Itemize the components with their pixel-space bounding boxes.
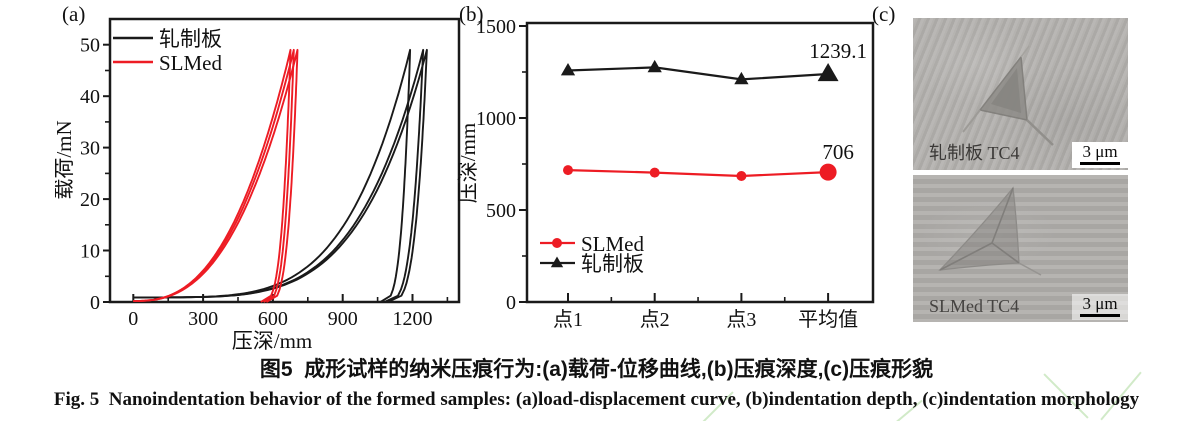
y-tick-label: 50 xyxy=(80,35,100,57)
plot-frame xyxy=(108,17,461,304)
indentation-mark-rolled xyxy=(962,45,1054,146)
scale-bar-box-rolled: 3 μm xyxy=(1072,142,1128,168)
x-tick-label: 1200 xyxy=(393,308,433,330)
data-point-marker xyxy=(560,63,576,76)
legend-label: 轧制板 xyxy=(581,252,644,276)
data-point-marker xyxy=(563,165,573,176)
legend-label: SLMed xyxy=(159,51,223,75)
y-axis-label: 压深/mm xyxy=(456,123,480,204)
annotation-value: 706 xyxy=(822,140,854,164)
y-tick-label: 20 xyxy=(80,189,100,211)
y-tick-label: 1000 xyxy=(476,108,516,130)
data-point-marker xyxy=(736,171,747,181)
plot-frame xyxy=(525,21,875,304)
y-tick-label: 0 xyxy=(506,292,516,314)
series-curve-SLMed xyxy=(133,48,295,303)
series-curve-轧制板 xyxy=(133,48,412,303)
x-category-label: 平均值 xyxy=(798,308,858,331)
x-category-label: 点3 xyxy=(726,308,756,331)
scale-bar-box-slmed: 3 μm xyxy=(1072,294,1128,320)
panel-a-tag: (a) xyxy=(62,2,86,26)
x-tick-label: 900 xyxy=(328,308,358,330)
y-tick-label: 30 xyxy=(80,138,100,160)
y-tick-label: 1500 xyxy=(476,16,516,38)
annotation-value: 1239.1 xyxy=(809,39,867,63)
y-tick-label: 500 xyxy=(486,200,516,222)
y-axis-label: 载荷/mN xyxy=(55,120,76,199)
x-axis-label: 压深/mm xyxy=(232,329,313,352)
panel-a-plot: 0 300 600 900 1200 0 10 20 30 40 50 压深/mm 载荷/mN 轧制板SL… xyxy=(55,17,461,352)
data-point-marker xyxy=(734,71,749,85)
caption-english: Fig. 5 Nanoindentation behavior of the f… xyxy=(53,389,1140,410)
panel-c-tag: (c) xyxy=(872,2,896,26)
data-point-marker xyxy=(817,63,839,82)
x-category-label: 点1 xyxy=(553,308,583,331)
x-tick-label: 600 xyxy=(258,308,288,330)
sem-label-rolled: 轧制板 TC4 xyxy=(929,143,1020,163)
x-tick-label: 300 xyxy=(188,308,218,330)
data-point-marker xyxy=(647,59,662,73)
data-point-marker xyxy=(649,167,660,178)
y-tick-label: 40 xyxy=(80,86,100,108)
legend-marker xyxy=(550,256,564,268)
indentation-mark-slmed xyxy=(938,186,1042,276)
sem-image-slmed: SLMed TC4 3 μm xyxy=(913,175,1128,322)
caption-chinese: 图5 成形试样的纳米压痕行为:(a)载荷-位移曲线,(b)压痕深度,(c)压痕形… xyxy=(259,358,934,381)
series-line-轧制板 xyxy=(567,66,829,81)
x-category-label: 点2 xyxy=(640,308,670,331)
scale-bar-slmed: 3 μm xyxy=(1080,294,1120,317)
x-tick-label: 0 xyxy=(128,308,138,330)
legend-marker xyxy=(552,238,562,248)
legend-label: 轧制板 xyxy=(159,27,222,51)
legend-label: SLMed xyxy=(581,232,645,256)
series-line-SLMed xyxy=(567,169,829,178)
panel-b-plot: 0 500 1000 1500 点1 点2 点3 平均值 压深/mm 1239.1 706 SLMed… xyxy=(456,16,875,331)
y-tick-label: 10 xyxy=(80,241,100,263)
data-point-marker xyxy=(819,163,837,181)
y-tick-label: 0 xyxy=(90,292,100,314)
panel-b-tag: (b) xyxy=(459,2,484,26)
sem-label-slmed: SLMed TC4 xyxy=(929,296,1020,316)
series-curve-SLMed xyxy=(133,48,299,303)
series-curve-轧制板 xyxy=(133,48,428,303)
sem-image-rolled-plate: 轧制板 TC4 3 μm xyxy=(913,18,1128,170)
scale-bar-rolled: 3 μm xyxy=(1080,142,1120,165)
